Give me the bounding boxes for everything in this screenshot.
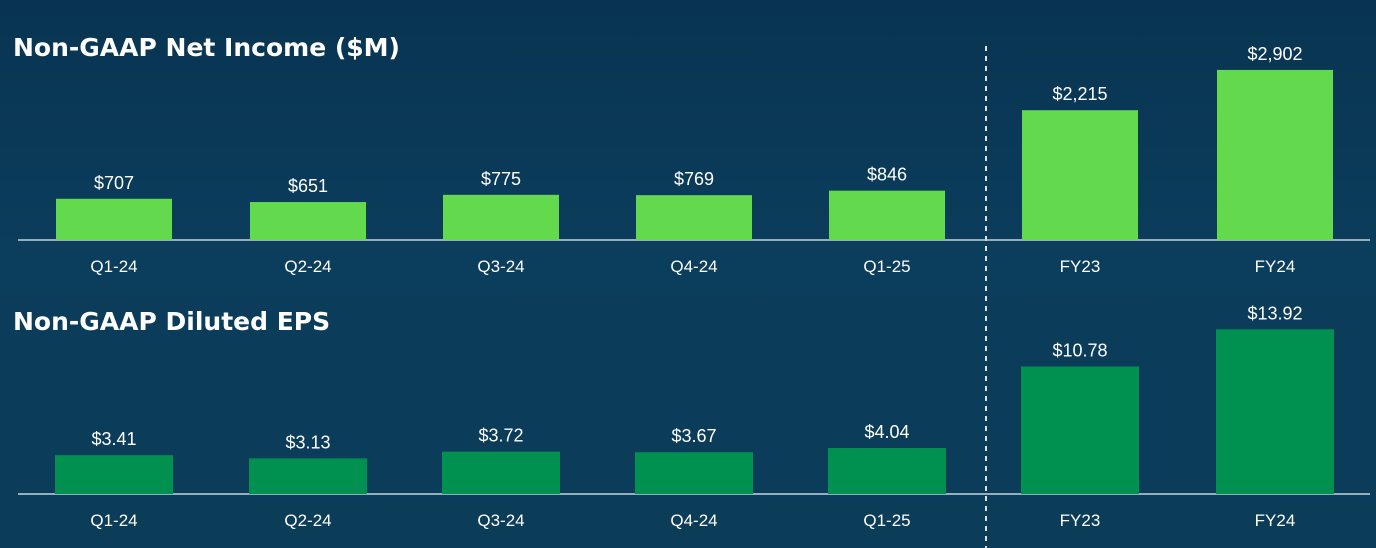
eps-bar-q1-24 [55, 455, 173, 494]
eps-category-label: FY24 [1255, 511, 1296, 530]
eps-category-label: FY23 [1060, 511, 1101, 530]
net-income-chart: Non-GAAP Net Income ($M) $707 Q1-24 $651 Q2… [13, 33, 1370, 276]
net-income-category-label: Q3-24 [477, 257, 524, 276]
eps-value-label: $3.72 [478, 426, 523, 446]
eps-bar-q3-24 [442, 451, 560, 494]
net-income-value-label: $2,215 [1052, 84, 1107, 104]
net-income-bar-q3-24 [443, 194, 559, 240]
eps-bar-q1-25 [828, 448, 946, 494]
net-income-bar-q4-24 [636, 195, 752, 240]
net-income-bar-q2-24 [250, 202, 366, 240]
net-income-bar-q1-24 [56, 198, 172, 240]
eps-category-label: Q1-24 [90, 511, 137, 530]
net-income-bar-fy24 [1217, 69, 1333, 240]
net-income-value-label: $2,902 [1247, 44, 1302, 64]
net-income-bar-q1-25 [829, 190, 945, 240]
net-income-chart-title: Non-GAAP Net Income ($M) [13, 33, 400, 62]
eps-value-label: $4.04 [864, 422, 909, 442]
net-income-category-label: FY23 [1060, 257, 1101, 276]
net-income-category-label: Q2-24 [284, 257, 331, 276]
net-income-category-label: Q1-24 [90, 257, 137, 276]
eps-chart-title: Non-GAAP Diluted EPS [13, 307, 330, 336]
net-income-value-label: $775 [481, 169, 521, 189]
net-income-value-label: $651 [288, 176, 328, 196]
eps-value-label: $13.92 [1247, 303, 1302, 323]
diluted-eps-chart: Non-GAAP Diluted EPS $3.41 Q1-24 $3.13 Q2-2… [13, 303, 1370, 530]
net-income-value-label: $846 [867, 165, 907, 185]
net-income-value-label: $769 [674, 169, 714, 189]
eps-value-label: $10.78 [1052, 340, 1107, 360]
net-income-category-label: Q1-25 [863, 257, 910, 276]
eps-bar-fy24 [1216, 329, 1334, 494]
eps-bar-q4-24 [635, 452, 753, 494]
eps-bar-fy23 [1021, 366, 1139, 494]
eps-value-label: $3.13 [285, 432, 330, 452]
eps-category-label: Q3-24 [477, 511, 524, 530]
eps-category-label: Q4-24 [670, 511, 717, 530]
net-income-bar-fy23 [1022, 110, 1138, 241]
net-income-category-label: Q4-24 [670, 257, 717, 276]
eps-category-label: Q1-25 [863, 511, 910, 530]
eps-value-label: $3.67 [671, 426, 716, 446]
eps-value-label: $3.41 [91, 429, 136, 449]
net-income-category-label: FY24 [1255, 257, 1296, 276]
eps-bar-q2-24 [249, 458, 367, 494]
eps-category-label: Q2-24 [284, 511, 331, 530]
net-income-value-label: $707 [94, 173, 134, 193]
